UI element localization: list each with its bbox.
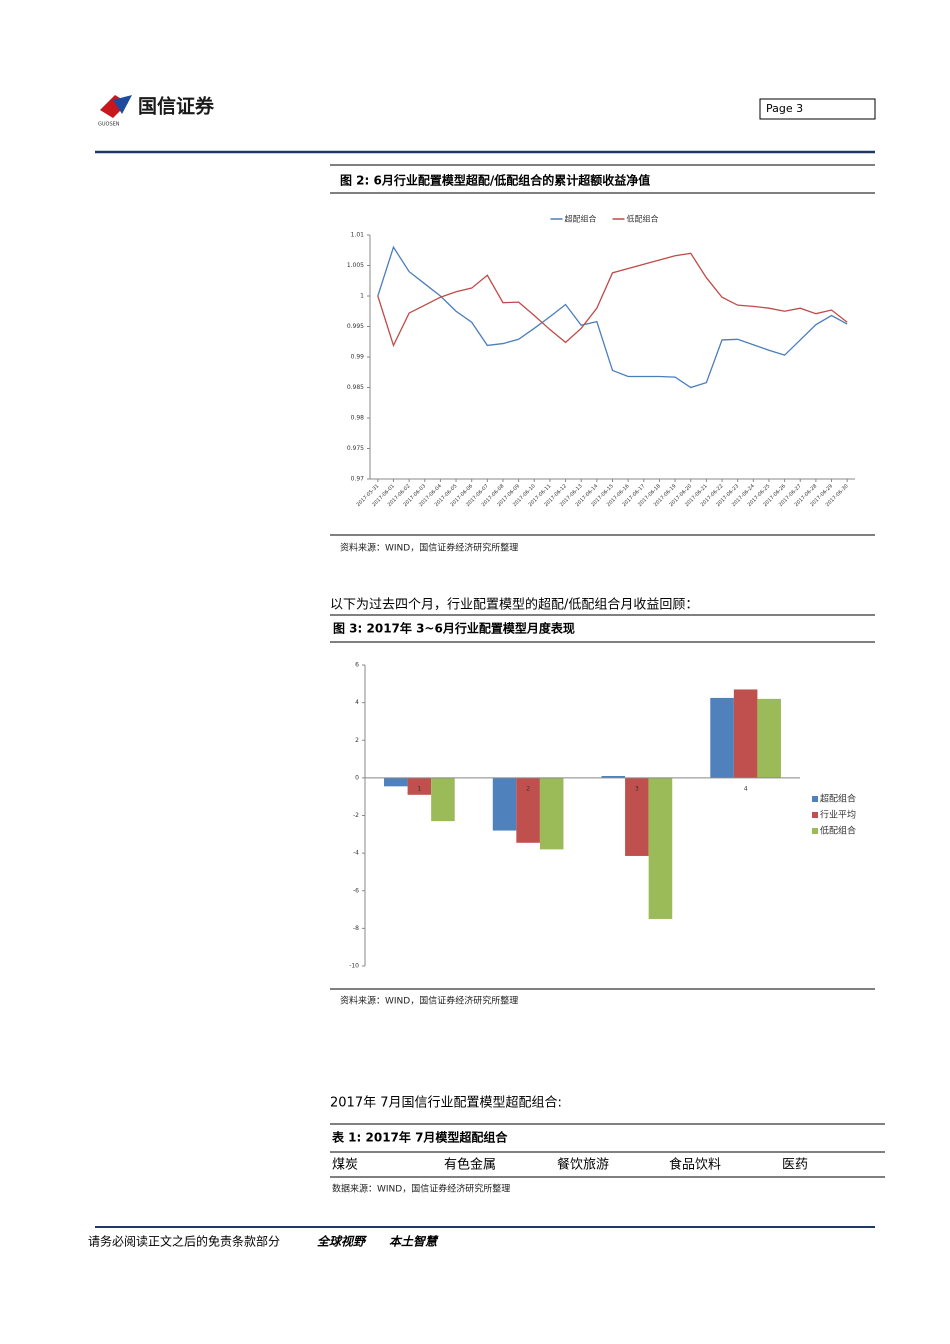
y-tick-label: 0.975 — [347, 445, 364, 452]
bar — [757, 698, 781, 778]
y-tick-label: -4 — [353, 850, 359, 857]
figure-source: 资料来源：WIND，国信证券经济研究所整理 — [340, 995, 518, 1007]
logo-mark — [113, 95, 132, 114]
page-number: Page 3 — [766, 102, 803, 115]
bar — [733, 689, 758, 778]
logo: 国信证券 GUOSEN — [98, 95, 215, 128]
x-tick-label: 4 — [744, 785, 748, 792]
bar — [407, 777, 432, 795]
y-tick-label: 6 — [355, 662, 359, 669]
bar — [516, 777, 540, 843]
y-tick-label: 4 — [355, 699, 359, 706]
x-tick-label: 1 — [417, 785, 421, 792]
bar — [710, 697, 734, 778]
y-tick-label: 1.01 — [351, 232, 365, 239]
legend-label: 低配组合 — [820, 825, 856, 837]
y-tick-label: 1.005 — [347, 262, 364, 269]
table-cell: 有色金属 — [444, 1157, 496, 1173]
bar — [625, 777, 649, 856]
legend-swatch — [812, 812, 818, 818]
paragraph: 以下为过去四个月，行业配置模型的超配/低配组合月收益回顾： — [330, 597, 698, 613]
bar — [601, 775, 626, 778]
table-cell: 餐饮旅游 — [557, 1157, 609, 1173]
figure-caption: 图 3: 2017年 3~6月行业配置模型月度表现 — [333, 621, 575, 636]
x-tick-label: 2 — [526, 785, 530, 792]
footer-slogan: 本土智慧 — [389, 1235, 439, 1249]
y-tick-label: 1 — [360, 293, 364, 300]
y-tick-label: 0.985 — [347, 384, 364, 391]
bar — [539, 777, 564, 850]
y-tick-label: 0.995 — [347, 323, 364, 330]
y-tick-label: -6 — [353, 887, 359, 894]
y-tick-label: -10 — [349, 963, 359, 970]
legend-label: 低配组合 — [627, 214, 659, 224]
y-tick-label: 2 — [355, 737, 359, 744]
bar — [431, 777, 455, 822]
y-tick-label: 0.99 — [351, 354, 365, 361]
line-series — [377, 252, 848, 348]
page-box — [759, 98, 876, 120]
x-tick-label: 3 — [635, 785, 639, 792]
table-cell: 煤炭 — [332, 1158, 358, 1173]
figure-source: 资料来源：WIND，国信证券经济研究所整理 — [340, 542, 518, 554]
y-tick-label: 0.97 — [351, 476, 365, 483]
bar — [492, 777, 517, 831]
y-tick-label: 0.98 — [351, 415, 365, 422]
table-row: 煤炭 有色金属 餐饮旅游 食品饮料 医药 — [332, 1157, 808, 1173]
table-source: 数据来源：WIND，国信证券经济研究所整理 — [332, 1183, 510, 1195]
paragraph: 2017年 7月国信行业配置模型超配组合: — [330, 1096, 562, 1111]
legend-swatch — [812, 796, 818, 802]
logo-text: 国信证券 — [138, 95, 215, 118]
footer-slogan: 全球视野 — [317, 1235, 368, 1249]
table-cell: 食品饮料 — [669, 1157, 721, 1173]
legend-swatch — [812, 828, 818, 834]
logo-sub: GUOSEN — [98, 122, 120, 128]
legend-label: 行业平均 — [820, 809, 856, 821]
table-caption: 表 1: 2017年 7月模型超配组合 — [331, 1130, 508, 1145]
y-tick-label: -8 — [353, 925, 359, 932]
bar — [648, 777, 673, 919]
table-cell: 医药 — [782, 1158, 808, 1173]
legend-label: 超配组合 — [565, 214, 597, 224]
bar — [384, 777, 408, 787]
line-series — [377, 245, 848, 389]
legend-label: 超配组合 — [820, 793, 856, 805]
figure-caption: 图 2: 6月行业配置模型超配/低配组合的累计超额收益净值 — [340, 173, 650, 188]
y-tick-label: 0 — [355, 774, 359, 781]
footer-disclaimer: 请务必阅读正文之后的免责条款部分 — [88, 1234, 280, 1249]
y-tick-label: -2 — [353, 812, 359, 819]
